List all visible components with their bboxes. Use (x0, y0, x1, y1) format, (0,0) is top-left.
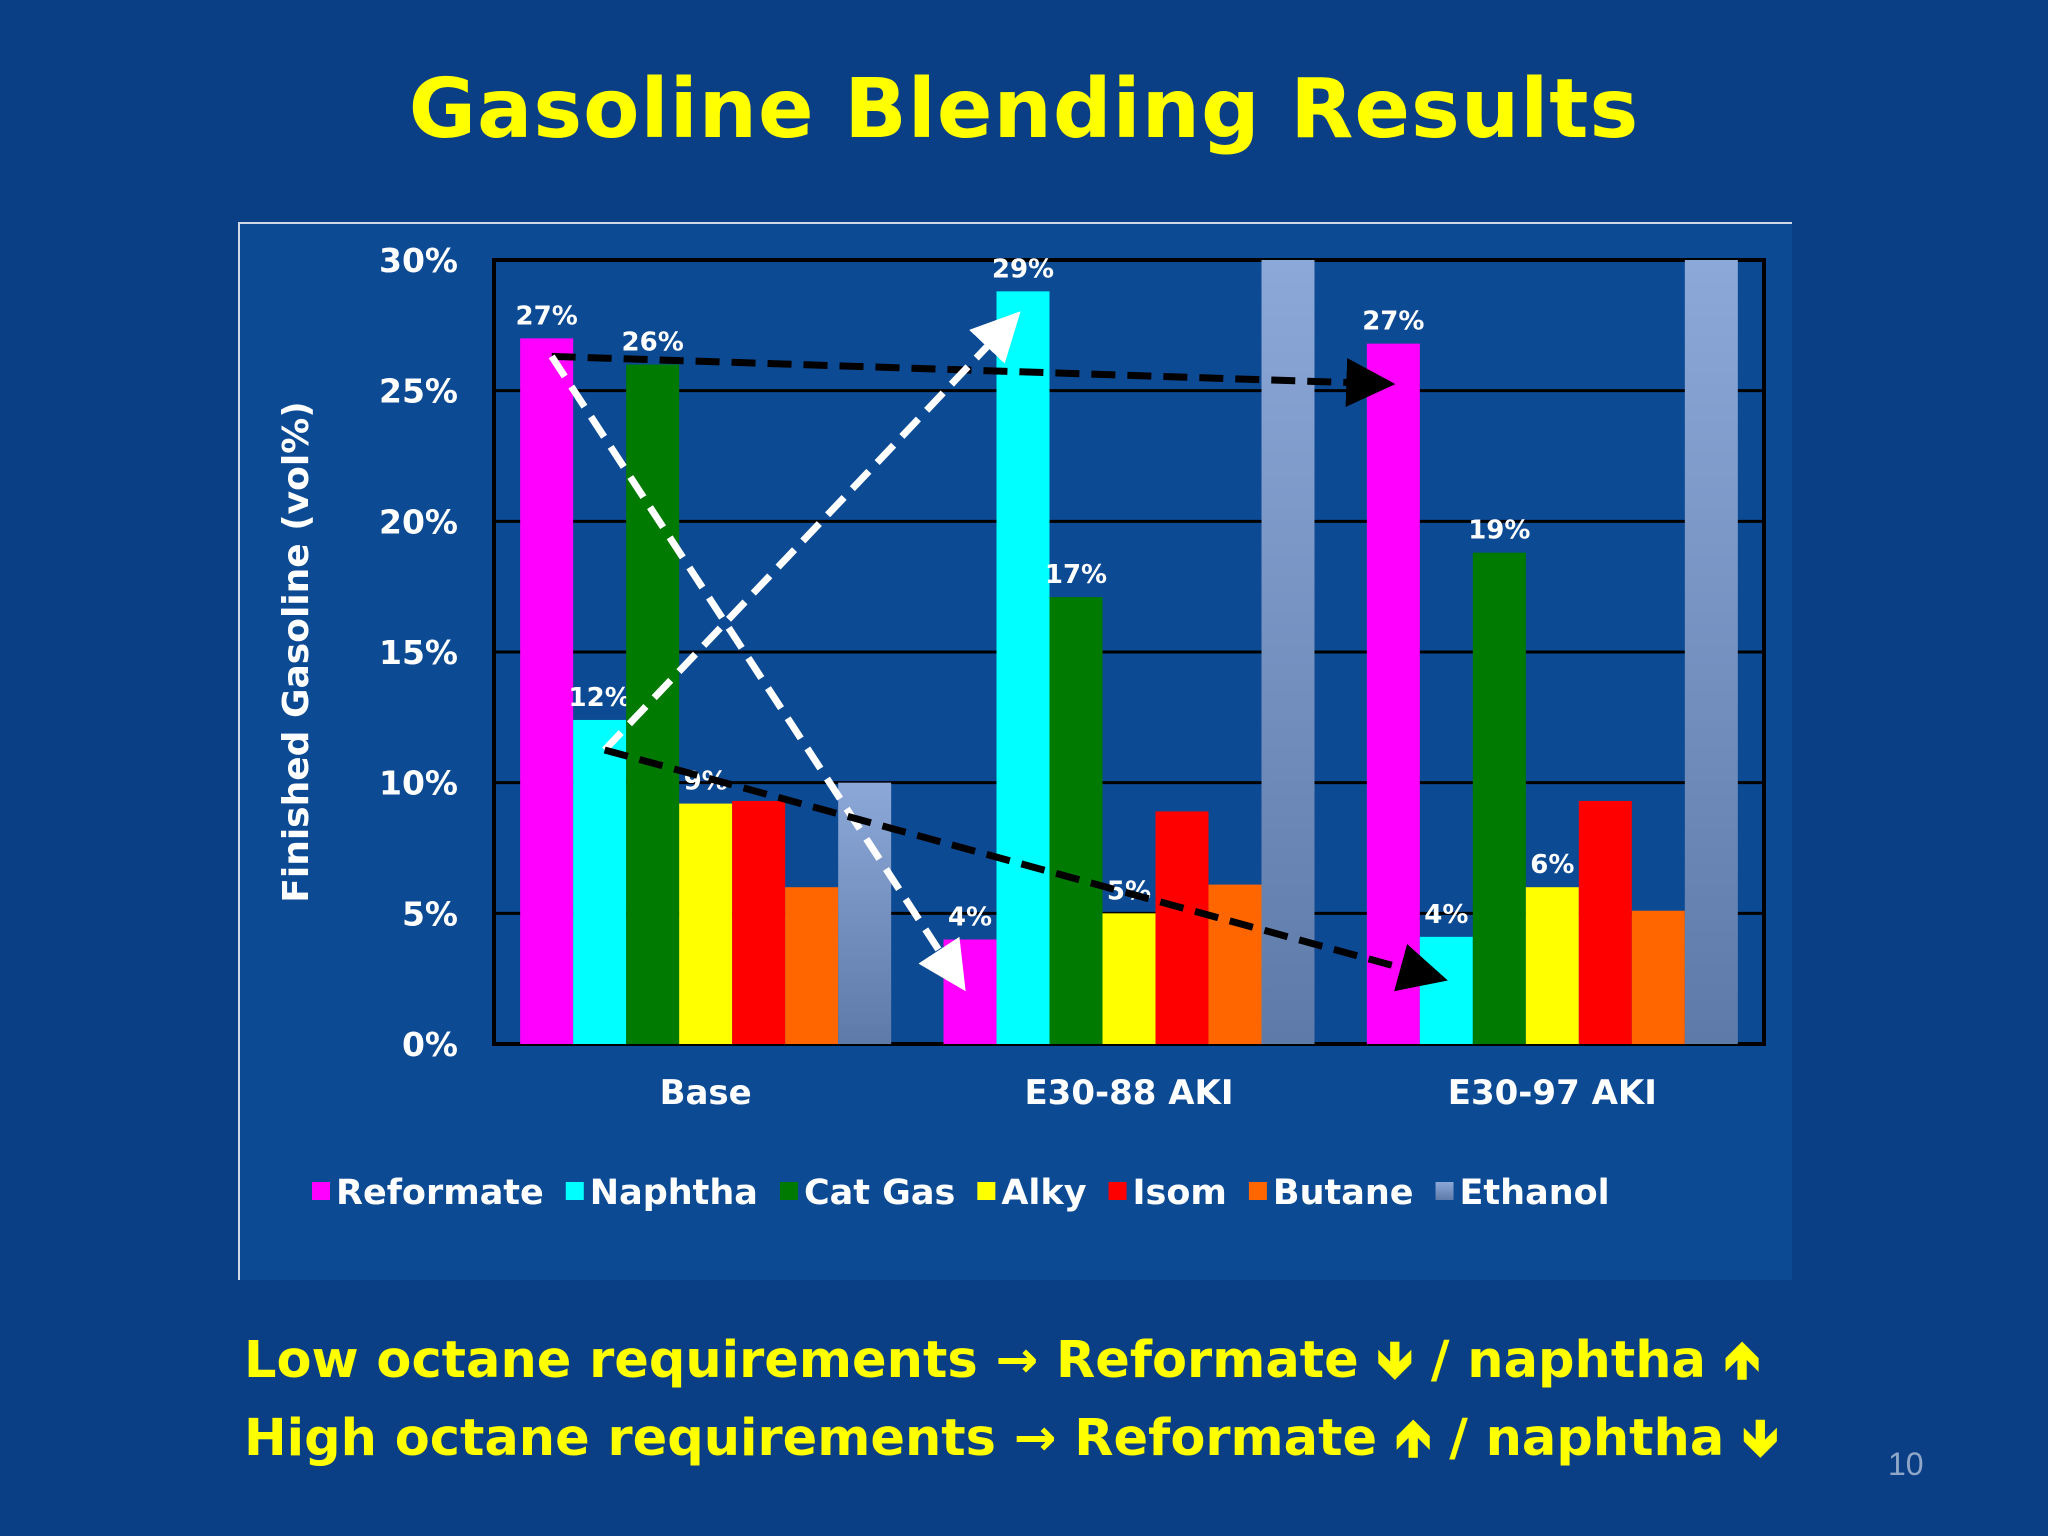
right-arrow-icon: → (995, 1331, 1039, 1390)
page-number: 10 (1888, 1446, 1924, 1482)
legend-label: Cat Gas (804, 1173, 955, 1213)
bar-reformate (943, 939, 997, 1044)
bar-isom (1578, 800, 1632, 1044)
bar-alky (1102, 913, 1156, 1044)
takeaway-low-octane: Low octane requirements → Reformate 🡻 / … (244, 1322, 1779, 1400)
takeaway-reformate: Reformate (1074, 1409, 1378, 1468)
data-label: 17% (1045, 560, 1107, 590)
legend-label: Reformate (336, 1173, 544, 1213)
slide-title: Gasoline Blending Results (408, 62, 1640, 157)
bar-isom (1155, 811, 1209, 1044)
legend-label: Naphtha (590, 1173, 758, 1213)
down-arrow-icon: 🡻 (1376, 1331, 1414, 1390)
x-tick-label: E30-97 AKI (1448, 1073, 1657, 1113)
takeaway-naphtha: naphtha (1485, 1409, 1725, 1468)
y-tick-label: 0% (402, 1025, 458, 1064)
right-arrow-icon: → (1013, 1409, 1057, 1468)
bar-alky (1525, 887, 1579, 1044)
bar-ethanol (838, 782, 892, 1044)
bar-naphtha (573, 719, 627, 1044)
data-label: 12% (569, 683, 631, 713)
y-tick-label: 30% (379, 241, 458, 280)
legend-label: Alky (1001, 1173, 1086, 1213)
takeaway-lead: High octane requirements (244, 1409, 997, 1468)
legend-label: Ethanol (1460, 1173, 1610, 1213)
data-label: 19% (1468, 516, 1530, 546)
y-tick-label: 5% (402, 894, 458, 933)
data-label: 4% (1424, 900, 1468, 930)
data-label: 29% (992, 254, 1054, 284)
takeaway-lead: Low octane requirements (244, 1331, 978, 1390)
bar-isom (732, 800, 786, 1044)
takeaway-naphtha: naphtha (1467, 1331, 1706, 1390)
up-arrow-icon: 🡹 (1723, 1331, 1761, 1390)
y-tick-label: 25% (379, 372, 458, 411)
annotation-arrow (548, 354, 966, 992)
bar-butane (1631, 910, 1685, 1044)
legend-label: Butane (1273, 1173, 1414, 1213)
bar-cat-gas (1049, 597, 1103, 1044)
legend-swatch (312, 1182, 330, 1200)
bar-cat-gas (1472, 552, 1526, 1044)
x-tick-label: E30-88 AKI (1024, 1073, 1233, 1113)
takeaway-list: Low octane requirements → Reformate 🡻 / … (244, 1322, 1779, 1478)
legend-swatch (565, 1182, 584, 1200)
bar-butane (785, 887, 839, 1044)
takeaway-reformate: Reformate (1055, 1331, 1359, 1390)
takeaway-separator: / (1430, 1331, 1450, 1390)
bar-naphtha (1419, 936, 1473, 1044)
bar-reformate (520, 338, 574, 1044)
y-tick-label: 10% (379, 764, 458, 803)
y-axis-title: Finished Gasoline (vol%) (276, 401, 317, 902)
legend-label: Isom (1133, 1173, 1227, 1213)
bar-alky (679, 803, 733, 1044)
bar-reformate (1366, 343, 1420, 1044)
bar-ethanol (1261, 260, 1315, 1044)
annotation-arrow (602, 311, 1021, 753)
y-tick-label: 20% (379, 502, 458, 541)
y-tick-label: 15% (379, 633, 458, 672)
down-arrow-icon: 🡻 (1742, 1409, 1779, 1468)
x-tick-label: Base (660, 1073, 752, 1113)
takeaway-high-octane: High octane requirements → Reformate 🡹 /… (244, 1400, 1779, 1478)
data-label: 26% (622, 328, 684, 358)
data-label: 27% (516, 301, 578, 331)
bar-naphtha (996, 291, 1050, 1044)
bar-ethanol (1684, 260, 1738, 1044)
takeaway-separator: / (1449, 1409, 1468, 1468)
bar-cat-gas (626, 364, 680, 1044)
chart-panel: 0% 5% 10% 15% 20% 25% 30% Finished Gasoline (vo… (238, 222, 1792, 1280)
legend-swatch (1248, 1182, 1267, 1200)
data-label: 27% (1362, 307, 1424, 337)
bar-chart: 0% 5% 10% 15% 20% 25% 30% Finished Gasoline (vo… (276, 241, 1766, 1213)
bar-butane (1208, 884, 1262, 1044)
up-arrow-icon: 🡹 (1394, 1409, 1432, 1468)
legend-swatch (779, 1182, 798, 1200)
data-label: 4% (948, 902, 992, 932)
legend-swatch (1435, 1182, 1454, 1200)
data-label: 6% (1530, 850, 1574, 880)
legend-swatch (977, 1182, 996, 1200)
legend-swatch (1108, 1182, 1127, 1200)
